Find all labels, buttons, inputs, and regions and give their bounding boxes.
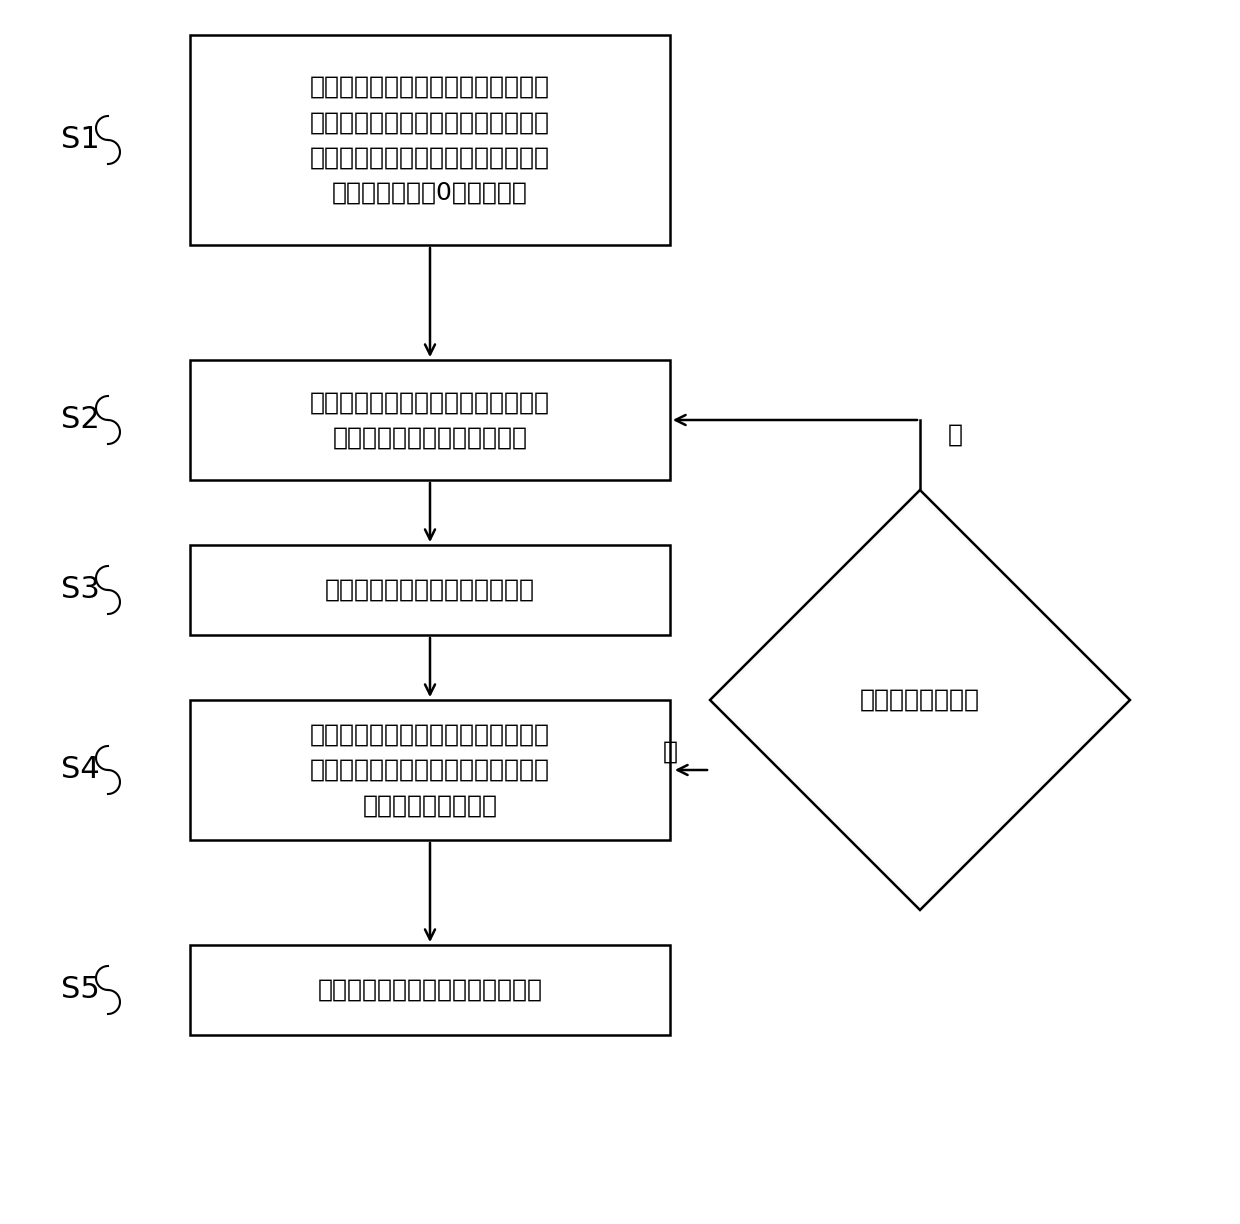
Text: S2: S2	[61, 405, 99, 435]
Bar	[190, 35, 670, 245]
Polygon shape	[711, 490, 1130, 909]
Text: 否: 否	[662, 741, 677, 764]
Text: 是否满足清除标准: 是否满足清除标准	[861, 688, 980, 712]
Bar	[190, 545, 670, 635]
Text: 对所述核脉冲信号进行弱信号清除处
理，获得堆积的核脉冲信号。: 对所述核脉冲信号进行弱信号清除处 理，获得堆积的核脉冲信号。	[310, 390, 551, 449]
Bar	[190, 945, 670, 1036]
Text: S4: S4	[61, 755, 99, 785]
Text: 是: 是	[947, 424, 962, 447]
Text: S3: S3	[61, 575, 99, 605]
Text: 利用脉冲整形器产生核脉冲信号，获
取核脉冲信号后，将核脉冲信号参数
进行初始化设置，即选取输出的核脉
冲信号的幅值为0的初始点。: 利用脉冲整形器产生核脉冲信号，获 取核脉冲信号后，将核脉冲信号参数 进行初始化设…	[310, 75, 551, 206]
Text: S5: S5	[61, 976, 99, 1005]
Bar	[190, 700, 670, 840]
Text: 构建卡尔曼滤波器状态和测量方程，
并将提取的核脉冲信号经卡尔曼滤波
器获得核脉冲信号。: 构建卡尔曼滤波器状态和测量方程， 并将提取的核脉冲信号经卡尔曼滤波 器获得核脉冲…	[310, 722, 551, 818]
Text: 判别和提取堆积的核脉冲信号。: 判别和提取堆积的核脉冲信号。	[325, 578, 534, 602]
Bar	[190, 360, 670, 480]
Text: S1: S1	[61, 126, 99, 154]
Text: 对所述核脉冲信号进行衰减处理。: 对所述核脉冲信号进行衰减处理。	[317, 978, 543, 1002]
